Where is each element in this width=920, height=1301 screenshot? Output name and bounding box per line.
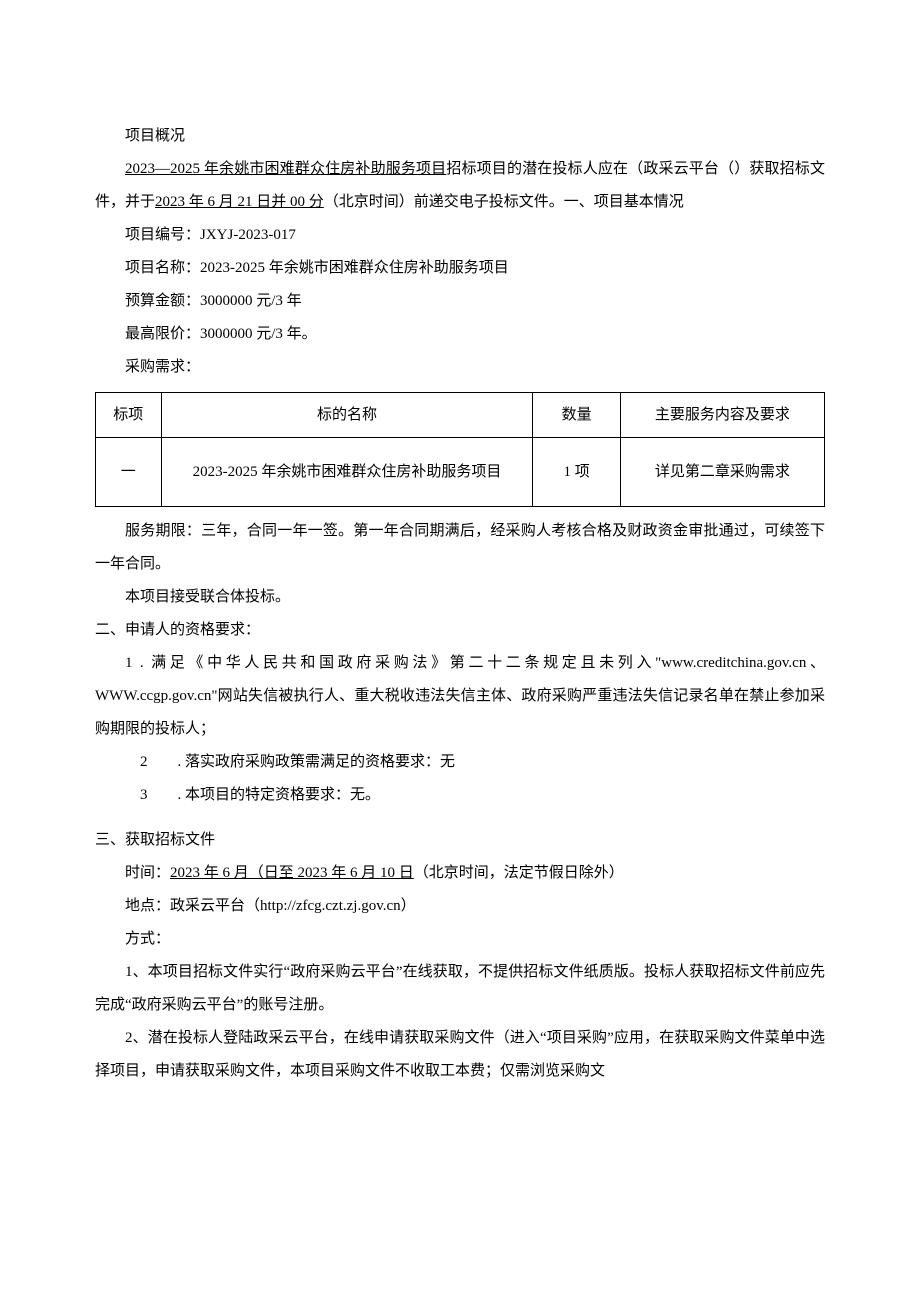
section1-title: 项目概况: [95, 120, 825, 153]
max-price: 最高限价：3000000 元/3 年。: [95, 318, 825, 351]
td-desc: 详见第二章采购需求: [620, 438, 824, 507]
requirement-2: 2 . 落实政府采购政策需满足的资格要求：无: [95, 746, 825, 779]
joint-bid: 本项目接受联合体投标。: [95, 581, 825, 614]
need-label: 采购需求：: [95, 351, 825, 384]
budget-amount: 预算金额：3000000 元/3 年: [95, 285, 825, 318]
requirement-1: 1 . 满足《中华人民共和国政府采购法》第二十二条规定且未列入"www.cred…: [95, 647, 825, 746]
td-qty: 1 项: [533, 438, 620, 507]
table-header-row: 标项 标的名称 数量 主要服务内容及要求: [96, 393, 825, 438]
th-name: 标的名称: [161, 393, 533, 438]
service-period: 服务期限：三年，合同一年一签。第一年合同期满后，经采购人考核合格及财政资金审批通…: [95, 515, 825, 581]
th-qty: 数量: [533, 393, 620, 438]
section3-title: 三、获取招标文件: [95, 824, 825, 857]
location-line: 地点：政采云平台（http://zfcg.czt.zj.gov.cn）: [95, 890, 825, 923]
th-desc: 主要服务内容及要求: [620, 393, 824, 438]
th-item: 标项: [96, 393, 162, 438]
section2-title: 二、申请人的资格要求：: [95, 614, 825, 647]
intro-paragraph: 2023—2025 年余姚市困难群众住房补助服务项目招标项目的潜在投标人应在（政…: [95, 153, 825, 219]
intro-t2: （北京时间）前递交电子投标文件。一、项目基本情况: [324, 194, 684, 210]
intro-u1: 2023—2025 年余姚市困难群众住房补助服务项目: [125, 161, 446, 177]
time-label: 时间：: [125, 865, 170, 881]
time-t2: （北京时间，法定节假日除外）: [414, 865, 624, 881]
method-1: 1、本项目招标文件实行“政府采购云平台”在线获取，不提供招标文件纸质版。投标人获…: [95, 956, 825, 1022]
td-item: 一: [96, 438, 162, 507]
time-u1: 2023 年 6 月（日至 2023 年 6 月 10 日: [170, 865, 414, 881]
table-row: 一 2023-2025 年余姚市困难群众住房补助服务项目 1 项 详见第二章采购…: [96, 438, 825, 507]
td-name: 2023-2025 年余姚市困难群众住房补助服务项目: [161, 438, 533, 507]
intro-u2: 2023 年 6 月 21 日并 00 分: [155, 194, 324, 210]
project-number: 项目编号：JXYJ-2023-017: [95, 219, 825, 252]
requirements-table: 标项 标的名称 数量 主要服务内容及要求 一 2023-2025 年余姚市困难群…: [95, 392, 825, 507]
requirement-3: 3 . 本项目的特定资格要求：无。: [95, 779, 825, 812]
time-line: 时间：2023 年 6 月（日至 2023 年 6 月 10 日（北京时间，法定…: [95, 857, 825, 890]
method-2: 2、潜在投标人登陆政采云平台，在线申请获取采购文件（进入“项目采购”应用，在获取…: [95, 1022, 825, 1088]
method-label: 方式：: [95, 923, 825, 956]
project-name: 项目名称：2023-2025 年余姚市困难群众住房补助服务项目: [95, 252, 825, 285]
